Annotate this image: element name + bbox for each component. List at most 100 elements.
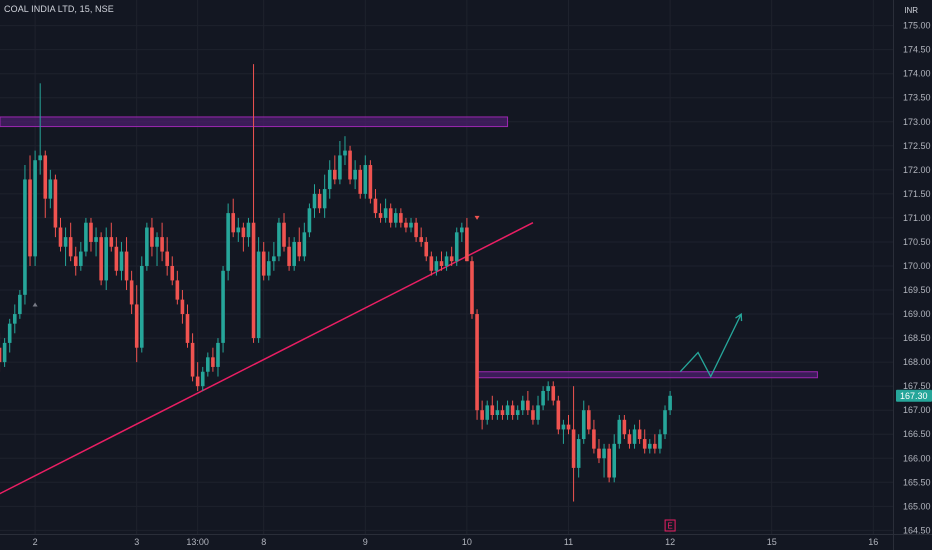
candle-body — [647, 443, 652, 449]
candle-body — [642, 439, 647, 449]
candle — [73, 246, 78, 276]
y-tick-label: 174.00 — [903, 69, 931, 79]
candle-body — [475, 314, 479, 411]
candle-body — [317, 193, 322, 209]
candle — [617, 415, 622, 449]
candle — [231, 198, 236, 238]
candle — [505, 400, 510, 420]
candle — [348, 145, 352, 185]
candle — [480, 400, 484, 430]
currency-label[interactable]: INR — [904, 6, 918, 15]
candle-body — [165, 251, 169, 266]
candle — [266, 251, 271, 281]
y-tick-label: 172.50 — [903, 141, 931, 151]
candle — [134, 285, 139, 363]
candle-body — [495, 410, 500, 416]
time-axis[interactable]: 2 3 13:00 8 9 10 11 12 15 16 — [0, 534, 932, 548]
candle — [190, 333, 195, 382]
candle — [602, 443, 606, 478]
y-tick-label: 174.50 — [903, 45, 931, 55]
candle-body — [256, 251, 261, 339]
candle — [500, 405, 505, 420]
candle — [160, 222, 164, 262]
candle — [449, 246, 454, 266]
candle — [510, 400, 515, 420]
candle — [175, 270, 180, 305]
candle-body — [18, 294, 22, 315]
candle-body — [383, 208, 388, 218]
candle — [399, 208, 403, 228]
candle-body — [597, 448, 601, 459]
candle — [124, 237, 129, 291]
candle-body — [663, 410, 667, 435]
candle — [470, 256, 474, 319]
candle — [541, 386, 545, 411]
candle — [465, 217, 469, 262]
candle — [388, 203, 393, 228]
candle-body — [124, 251, 129, 281]
candle — [297, 227, 302, 262]
x-tick-label: 8 — [261, 537, 266, 547]
candle — [383, 198, 388, 223]
x-tick-label: 2 — [33, 537, 38, 547]
candle-body — [114, 246, 119, 271]
candle-body — [404, 222, 408, 228]
candle — [104, 227, 109, 291]
candle-body — [546, 386, 550, 391]
candle — [200, 366, 205, 391]
candle — [302, 222, 307, 262]
x-tick-label: 15 — [767, 537, 777, 547]
candle-body — [510, 405, 515, 416]
candle — [114, 237, 119, 276]
candle-body — [409, 222, 413, 228]
price-axis[interactable]: 164.50 165.00 165.50 166.00 166.50 167.00 167.… — [893, 0, 932, 550]
candle-body — [536, 405, 540, 420]
symbol-header[interactable]: COAL INDIA LTD, 15, NSE — [4, 4, 114, 14]
candle-body — [515, 410, 520, 416]
candle — [414, 217, 418, 242]
candle-body — [226, 213, 230, 271]
candle — [637, 419, 642, 444]
candle — [43, 150, 48, 218]
candle-body — [134, 304, 139, 348]
candle-body — [424, 241, 429, 257]
candle — [642, 429, 647, 454]
candle — [556, 395, 561, 435]
candle-body — [94, 237, 98, 242]
candle — [94, 227, 98, 257]
y-tick-label: 171.50 — [903, 189, 931, 199]
candle-body — [251, 222, 256, 339]
y-tick-label: 168.00 — [903, 357, 931, 367]
candle — [424, 237, 429, 262]
candle-body — [89, 222, 93, 242]
candle — [592, 419, 596, 454]
candle-body — [465, 227, 469, 262]
candle-body — [541, 390, 545, 406]
candle — [12, 304, 17, 334]
candle — [444, 251, 449, 271]
candle — [485, 400, 490, 425]
earnings-marker-label[interactable]: E — [667, 522, 672, 531]
y-tick-label: 166.50 — [903, 429, 931, 439]
candle-body — [561, 424, 566, 430]
candle — [587, 405, 591, 435]
candle — [206, 352, 210, 377]
candle — [292, 237, 296, 271]
candle-body — [109, 237, 114, 247]
candle-body — [236, 227, 241, 233]
candle-body — [73, 256, 78, 266]
candle-body — [43, 155, 48, 199]
candle — [216, 338, 220, 377]
candle-body — [592, 429, 596, 449]
y-tick-label: 170.50 — [903, 237, 931, 247]
candle — [581, 400, 586, 444]
candle — [632, 424, 637, 449]
y-tick-label: 170.00 — [903, 261, 931, 271]
candle — [317, 189, 322, 214]
candle — [180, 290, 185, 324]
candle — [63, 227, 68, 266]
candle — [307, 203, 312, 238]
candle-body — [343, 150, 347, 156]
